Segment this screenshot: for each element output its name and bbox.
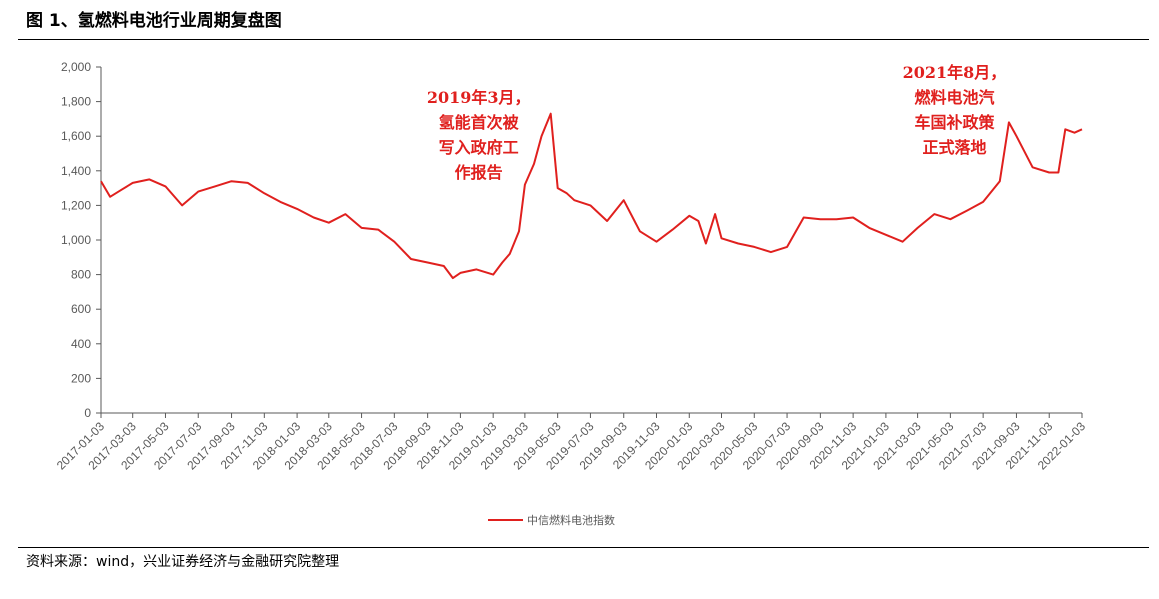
- y-tick-label: 2,000: [61, 60, 91, 74]
- bottom-rule: [18, 547, 1149, 548]
- x-axis: 2017-01-032017-03-032017-05-032017-07-03…: [54, 412, 1088, 473]
- annotation-line: 燃料电池汽: [914, 88, 994, 107]
- annotation-line: 氢能首次被: [439, 113, 520, 132]
- y-tick-label: 1,400: [61, 164, 91, 178]
- y-tick-label: 1,200: [61, 198, 91, 212]
- top-rule: [18, 39, 1149, 40]
- y-tick-label: 600: [71, 302, 91, 316]
- y-tick-label: 800: [71, 268, 91, 282]
- figure-title: 图 1、氢燃料电池行业周期复盘图: [26, 11, 282, 31]
- annotation-line: 正式落地: [922, 138, 986, 157]
- legend: 中信燃料电池指数: [488, 513, 615, 527]
- y-tick-label: 200: [71, 371, 91, 385]
- annotation-line: 写入政府工: [439, 138, 519, 157]
- y-tick-label: 1,000: [61, 233, 91, 247]
- y-tick-label: 400: [71, 337, 91, 351]
- y-tick-label: 0: [84, 406, 91, 420]
- y-tick-label: 1,800: [61, 95, 91, 109]
- annotation-line: 2021年8月，: [903, 63, 1007, 82]
- line-chart: 0 200 400 600 800 1,000 1,200 1,400 1,600 1,800 2,…: [54, 60, 1089, 527]
- annotation-line: 车国补政策: [914, 113, 995, 132]
- annotation-line: 2019年3月，: [427, 88, 531, 107]
- legend-label: 中信燃料电池指数: [527, 513, 615, 527]
- series-line: [100, 112, 1083, 280]
- y-tick-label: 1,600: [61, 129, 91, 143]
- y-axis: 0 200 400 600 800 1,000 1,200 1,400 1,600 1,800 2,…: [61, 60, 102, 420]
- series-layer: [100, 112, 1083, 280]
- annotation-line: 作报告: [455, 163, 503, 182]
- source-note: 资料来源：wind，兴业证券经济与金融研究院整理: [26, 554, 340, 570]
